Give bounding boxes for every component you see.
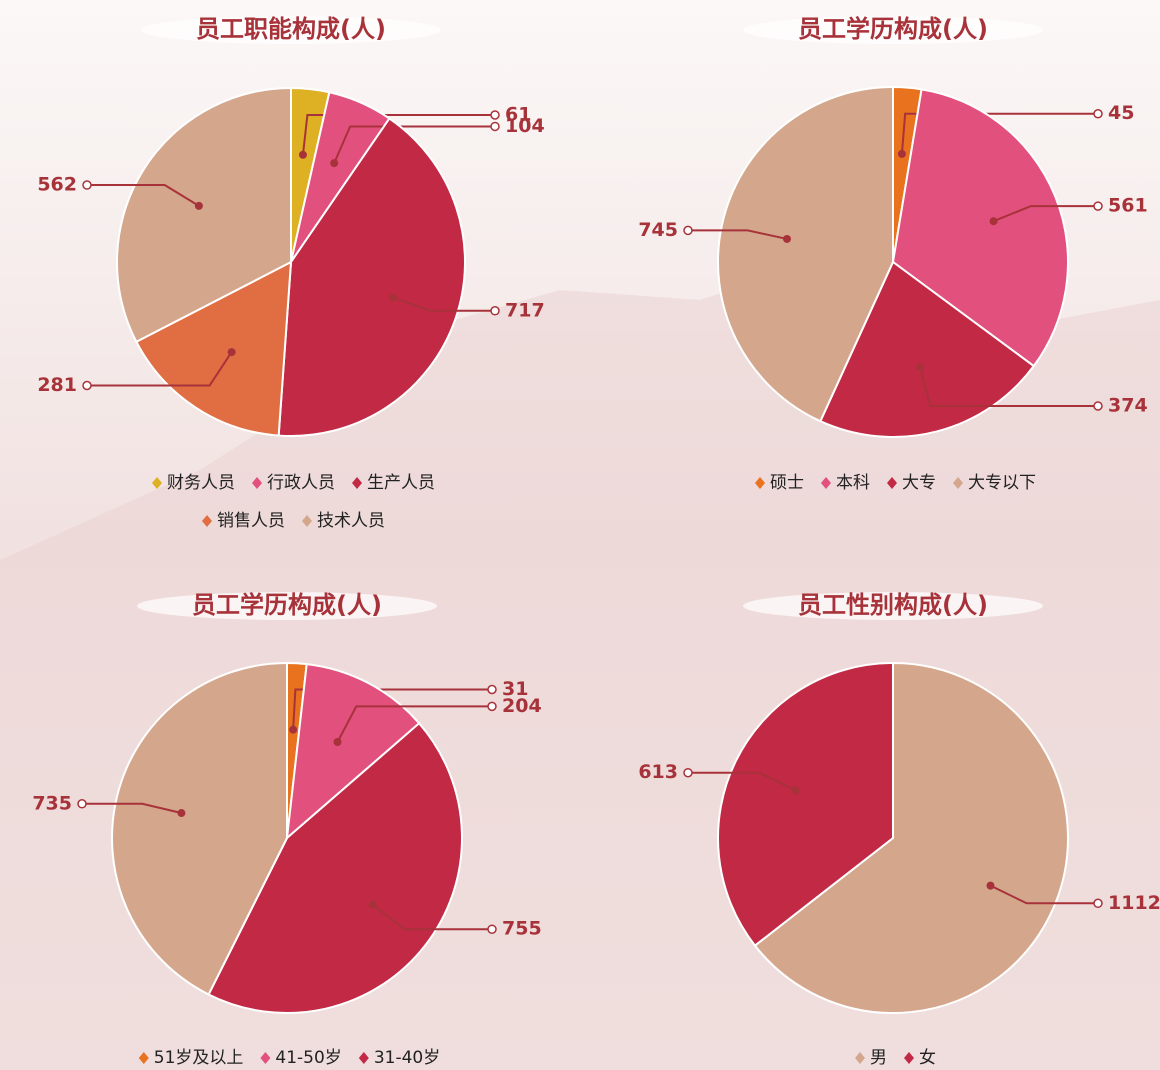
legend-label: 销售人员: [217, 511, 285, 531]
value-label: 755: [502, 918, 542, 940]
chart-title: 员工学历构成(人): [798, 15, 988, 43]
legend-label: 大专: [902, 473, 936, 493]
legend-label: 硕士: [770, 473, 804, 493]
value-label: 374: [1108, 395, 1148, 417]
leader-end: [488, 685, 496, 693]
leader-dot: [986, 882, 994, 890]
legend-label: 31-40岁: [374, 1048, 440, 1068]
legend-label: 男: [870, 1048, 887, 1068]
leader-dot: [299, 151, 307, 159]
leader-end: [83, 181, 91, 189]
legend-label: 41-50岁: [275, 1048, 341, 1068]
chart-title: 员工学历构成(人): [192, 591, 382, 619]
value-label: 562: [37, 174, 77, 196]
value-label: 281: [37, 374, 77, 396]
leader-dot: [783, 235, 791, 243]
leader-end: [491, 122, 499, 130]
legend-label: 技术人员: [317, 511, 385, 531]
legend-label: 大专以下: [968, 473, 1036, 493]
legend-label: 财务人员: [167, 473, 235, 493]
value-label: 745: [638, 219, 678, 241]
legend-label: 51岁及以上: [154, 1048, 244, 1068]
leader-end: [83, 381, 91, 389]
value-label: 561: [1108, 195, 1148, 217]
leader-end: [684, 769, 692, 777]
leader-dot: [369, 901, 377, 909]
chart-title: 员工职能构成(人): [196, 15, 386, 43]
value-label: 735: [32, 792, 72, 814]
leader-dot: [195, 202, 203, 210]
leader-end: [488, 925, 496, 933]
legend: 51岁及以上41-50岁31-40岁30岁及以下: [139, 1048, 440, 1070]
leader-dot: [177, 809, 185, 817]
leader-end: [1094, 110, 1102, 118]
leader-end: [684, 226, 692, 234]
dashboard: 员工职能构成(人)61104717281562财务人员行政人员生产人员销售人员技…: [0, 0, 1160, 1070]
value-label: 717: [505, 299, 545, 321]
legend-label: 行政人员: [267, 473, 335, 493]
leader-dot: [289, 726, 297, 734]
leader-dot: [330, 159, 338, 167]
legend-item: 51岁及以上: [139, 1048, 244, 1068]
value-label: 1112: [1108, 892, 1160, 914]
value-label: 104: [505, 115, 545, 137]
value-label: 204: [502, 695, 542, 717]
legend-label: 本科: [836, 473, 870, 493]
leader-dot: [792, 786, 800, 794]
leader-dot: [990, 217, 998, 225]
legend-label: 女: [919, 1048, 936, 1068]
leader-end: [1094, 202, 1102, 210]
leader-end: [488, 702, 496, 710]
leader-end: [1094, 899, 1102, 907]
legend-label: 生产人员: [367, 473, 435, 493]
leader-end: [1094, 402, 1102, 410]
leader-end: [78, 800, 86, 808]
chart-title: 员工性别构成(人): [798, 591, 988, 619]
leader-dot: [334, 738, 342, 746]
value-label: 613: [638, 761, 678, 783]
leader-dot: [916, 363, 924, 371]
value-label: 45: [1108, 102, 1134, 124]
leader-dot: [389, 294, 397, 302]
leader-dot: [898, 150, 906, 158]
leader-end: [491, 111, 499, 119]
leader-end: [491, 307, 499, 315]
leader-dot: [228, 348, 236, 356]
